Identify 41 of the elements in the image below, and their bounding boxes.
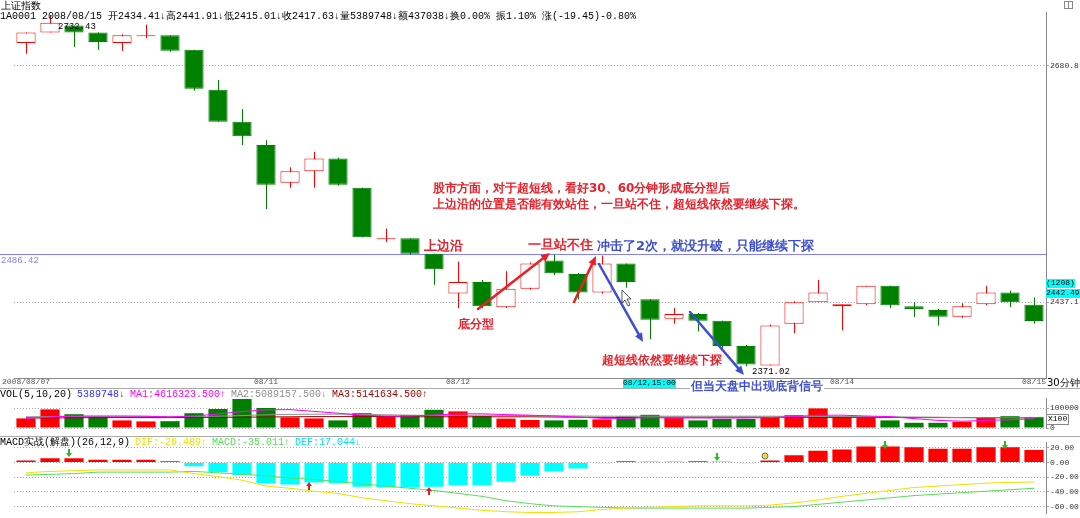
y-tick-label: -60.00 [1050,501,1079,511]
text: 30分钟 [1047,377,1080,388]
annotation: 上边沿 [424,238,463,254]
text: MACD:-35.011↑ [212,437,291,448]
series-label: DEF:17.044↓ [295,437,362,448]
chart-title: VOL(5,10,20) [0,389,73,400]
annotation: 上边沿的位置是否能有效站住，一旦站不住，超短线依然要继续下探。 [433,197,805,212]
x-tick-label: 08/14 [829,377,855,387]
series-label: MA2:5089157.500↓ [231,389,328,400]
y-tick-label: 20.00 [1050,443,1075,453]
text: DIF:-26.489↑ [135,437,208,448]
annotation: 超短线依然要继续下探 [602,353,722,368]
ref-line-label: 2486.42 [1,256,39,267]
annotation: 2442.49 [1046,288,1080,298]
y-tick-label: 100000 [1050,403,1079,413]
annotation: 底分型 [458,317,494,332]
annotation: 但当天盘中出现底背信号 [690,379,824,394]
y-tick-label: -40.00 [1050,487,1079,497]
annotation: 2732.43 [58,22,96,33]
text: X100 [1046,414,1070,425]
annotation: 08/12,15:00 [623,378,676,388]
annotation: 2371.02 [752,367,790,378]
x-tick-label: 2008/08/07 [1,377,51,387]
y-tick-label: 0 [1050,423,1055,433]
chart-title: MACD实战(解盘)(26,12,9) [0,437,131,448]
y-tick-label: -20.00 [1050,472,1079,482]
chart-title: 上证指数 [1,0,41,11]
x-tick-label: 08/11 [253,377,279,387]
x-tick-label: 08/15 [1021,377,1047,387]
series-label: MA3:5141634.500↑ [332,389,429,400]
series-label: MA1:4616323.500↑ [130,389,227,400]
annotation: 股市方面，对于超短线，看好30、60分钟形成底分型后 [433,181,731,196]
y-tick-label: 2680.8 [1050,60,1079,70]
y-tick-label: 0.00 [1050,457,1070,467]
y-tick-label: 2437.1 [1050,297,1079,307]
annotation: (1208) [1046,278,1075,288]
chart-subtitle: 1A0001 2008/08/15 开2434.41↓高2441.91↓低2415.01↓收2417.63↓量5389748↓额437038↓换0.00% 振1.10% 涨(-19.45)-0.80% [0,11,637,22]
annotation: 冲击了2次，就没升破，只能继续下探 [597,238,815,254]
annotation: 一旦站不住 [528,237,593,253]
x-tick-label: 08/12 [445,377,471,387]
annotation: 5389748↓ [77,389,126,400]
